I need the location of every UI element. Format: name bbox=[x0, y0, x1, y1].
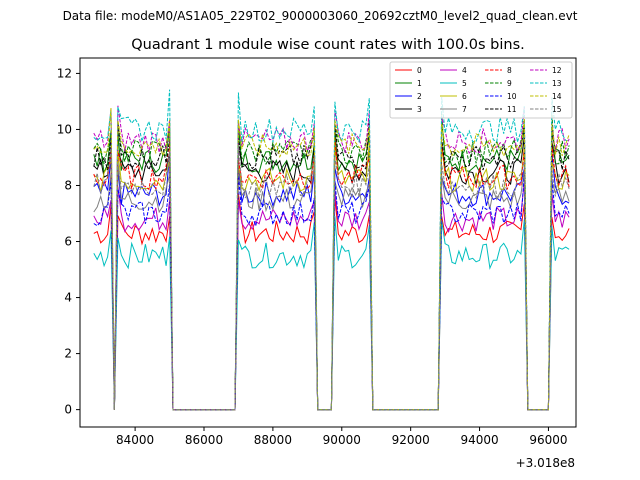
legend-label-8: 8 bbox=[507, 66, 512, 75]
legend-label-10: 10 bbox=[507, 92, 517, 101]
legend-label-12: 12 bbox=[552, 66, 562, 75]
legend-label-7: 7 bbox=[462, 105, 467, 114]
y-tick-label: 10 bbox=[57, 122, 72, 136]
legend-box bbox=[389, 61, 573, 119]
legend-label-14: 14 bbox=[552, 92, 562, 101]
x-tick-label: 88000 bbox=[254, 433, 292, 447]
legend-label-9: 9 bbox=[507, 79, 512, 88]
legend-label-6: 6 bbox=[462, 92, 467, 101]
chart-title: Quadrant 1 module wise count rates with … bbox=[131, 37, 525, 53]
x-tick-label: 84000 bbox=[116, 433, 154, 447]
y-tick-label: 0 bbox=[64, 403, 72, 417]
legend-label-2: 2 bbox=[417, 92, 422, 101]
series-line-15 bbox=[93, 145, 570, 411]
x-tick-label: 92000 bbox=[392, 433, 430, 447]
plot-area bbox=[93, 89, 570, 411]
legend-label-3: 3 bbox=[417, 105, 422, 114]
legend-label-13: 13 bbox=[552, 79, 562, 88]
x-tick-label: 96000 bbox=[529, 433, 567, 447]
y-tick-label: 12 bbox=[57, 66, 72, 80]
y-tick-label: 8 bbox=[64, 178, 72, 192]
legend-label-4: 4 bbox=[462, 66, 467, 75]
legend-label-5: 5 bbox=[462, 79, 467, 88]
axes-frame bbox=[79, 57, 577, 428]
axes: 84000 86000 88000 90000 92000 94000 96000 0 2 4 6 8… bbox=[57, 57, 577, 447]
x-tick-label: 94000 bbox=[460, 433, 498, 447]
x-offset-label: +3.018e8 bbox=[516, 456, 575, 470]
series-lines bbox=[93, 89, 570, 411]
y-tick-label: 4 bbox=[64, 291, 72, 305]
y-tick-label: 2 bbox=[64, 347, 72, 361]
y-tick-label: 6 bbox=[64, 235, 72, 249]
legend-label-1: 1 bbox=[417, 79, 422, 88]
x-tick-label: 86000 bbox=[185, 433, 223, 447]
data-file-label: Data file: modeM0/AS1A05_229T02_90000030… bbox=[63, 9, 578, 23]
legend-label-11: 11 bbox=[507, 105, 517, 114]
legend-label-15: 15 bbox=[552, 105, 562, 114]
legend-label-0: 0 bbox=[417, 66, 422, 75]
x-tick-label: 90000 bbox=[323, 433, 361, 447]
